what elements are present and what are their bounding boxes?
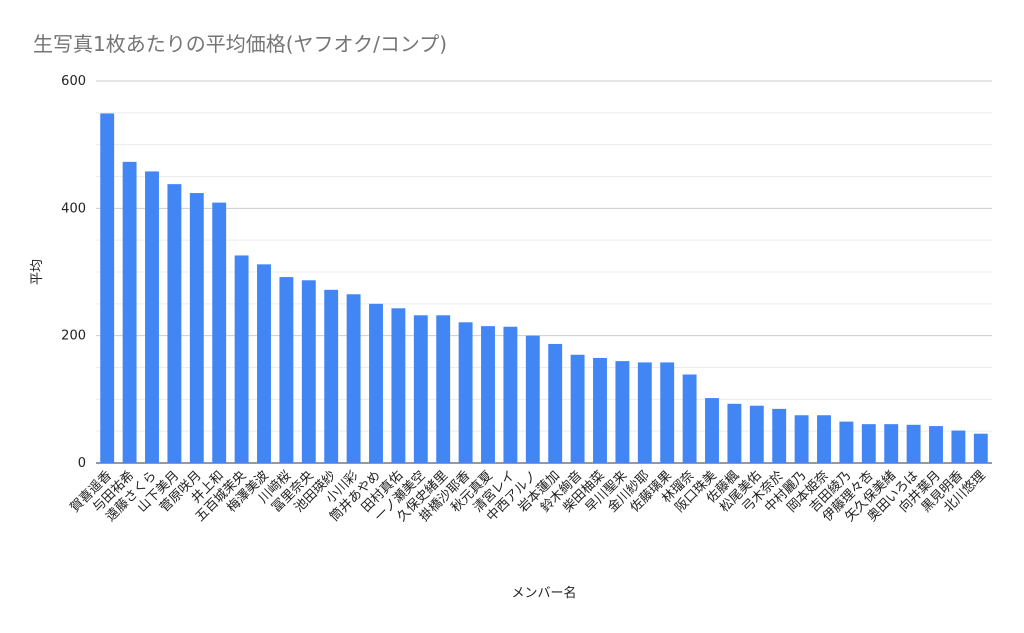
bar — [817, 415, 831, 463]
x-axis-labels: 賀喜遥香与田祐希遠藤さくら山下美月菅原咲月井上和五百城茉央梅澤美波川﨑桜冨里奈央… — [68, 468, 989, 525]
bar — [794, 415, 809, 463]
bar — [301, 280, 316, 463]
bar — [548, 343, 563, 463]
bar — [346, 294, 361, 463]
gridlines — [96, 80, 992, 464]
bar — [525, 335, 540, 463]
bar — [884, 424, 899, 463]
y-axis-ticks: 0 200 400 600 — [61, 74, 86, 471]
y-tick-label: 400 — [61, 201, 86, 216]
bar — [100, 113, 115, 463]
bar — [257, 264, 271, 463]
bar — [615, 361, 630, 463]
bar — [167, 184, 182, 463]
bar — [570, 354, 585, 463]
bar — [458, 322, 473, 463]
y-tick-label: 0 — [78, 456, 86, 471]
bar — [324, 289, 339, 463]
bar — [637, 362, 652, 463]
bars — [100, 113, 988, 463]
bar — [660, 362, 675, 463]
y-tick-label: 600 — [61, 74, 86, 89]
bar — [727, 403, 742, 463]
bar — [122, 161, 137, 463]
x-axis-title: メンバー名 — [511, 585, 576, 601]
bar — [436, 315, 451, 463]
bar — [951, 430, 966, 463]
bar — [593, 357, 607, 463]
bar — [861, 424, 876, 463]
bar — [413, 315, 428, 463]
bar — [749, 405, 764, 463]
bar — [391, 308, 406, 463]
y-tick-label: 200 — [61, 329, 86, 344]
bar — [906, 424, 921, 463]
bar — [682, 374, 697, 463]
bar — [189, 193, 204, 463]
bar — [234, 255, 249, 463]
bar — [839, 421, 854, 463]
chart-title: 生写真1枚あたりの平均価格(ヤフオク/コンプ) — [33, 32, 448, 56]
bar — [705, 398, 719, 463]
bar — [369, 303, 383, 463]
bar — [973, 433, 988, 463]
bar — [279, 277, 294, 463]
bar — [212, 202, 227, 463]
bar — [145, 171, 159, 463]
bar — [772, 408, 787, 463]
y-axis-title: 平均 — [30, 259, 45, 285]
bar — [929, 426, 943, 463]
bar — [503, 326, 518, 463]
bar — [481, 326, 495, 463]
